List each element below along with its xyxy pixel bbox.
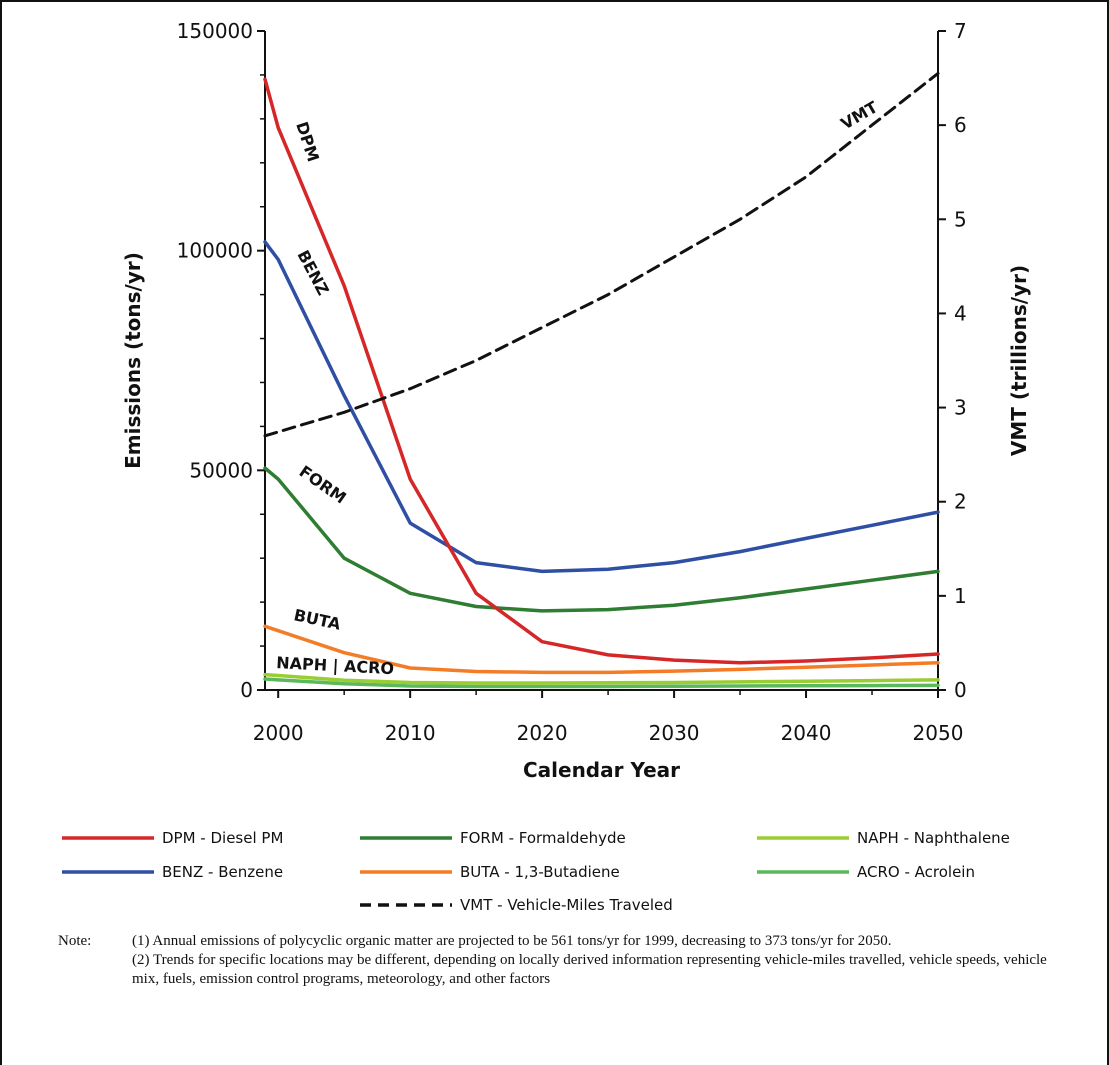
series-layer xyxy=(263,71,940,689)
y-axis-title: Emissions (tons/yr) xyxy=(121,252,145,469)
emissions-chart: 0 50000 100000 150000 0 1 2 3 4 5 6 7 2000 2010 2020 20… xyxy=(62,19,1031,914)
series-line-vmt xyxy=(263,71,940,438)
series-line-buta xyxy=(263,624,940,675)
series-label-dpm: DPM xyxy=(292,119,323,164)
x-tick-label: 2040 xyxy=(781,721,832,745)
y2-tick-label: 7 xyxy=(954,19,967,43)
legend-label: DPM - Diesel PM xyxy=(162,829,283,847)
legend-label: NAPH - Naphthalene xyxy=(857,829,1010,847)
series-line-benz xyxy=(263,240,940,574)
legend-label: FORM - Formaldehyde xyxy=(460,829,626,847)
series-line-dpm xyxy=(263,77,940,665)
series-label-buta: BUTA xyxy=(292,605,343,634)
y2-tick-label: 5 xyxy=(954,207,967,231)
series-label-benz: BENZ xyxy=(293,247,332,298)
x-tick-label: 2020 xyxy=(517,721,568,745)
x-tick-label: 2010 xyxy=(385,721,436,745)
series-label-form: FORM xyxy=(296,462,350,508)
y2-tick-label: 4 xyxy=(954,301,967,325)
series-label-vmt: VMT xyxy=(838,97,882,133)
y-tick-label: 0 xyxy=(240,678,253,702)
series-line-form xyxy=(263,466,940,613)
y2-tick-label: 1 xyxy=(954,584,967,608)
series-line-naph xyxy=(263,672,940,685)
y-tick-label: 50000 xyxy=(189,458,253,482)
x-tick-label: 2050 xyxy=(913,721,964,745)
y-tick-label: 100000 xyxy=(177,239,253,263)
y2-axis-title: VMT (trillions/yr) xyxy=(1007,265,1031,456)
y2-tick-label: 2 xyxy=(954,490,967,514)
x-tick-label: 2030 xyxy=(649,721,700,745)
note-1: (1) Annual emissions of polycyclic organ… xyxy=(132,933,892,949)
axes: 0 50000 100000 150000 0 1 2 3 4 5 6 7 2000 2010 2020 20… xyxy=(121,19,1031,782)
series-line-acro xyxy=(263,677,940,689)
legend-label: BENZ - Benzene xyxy=(162,863,283,881)
note-label: Note: xyxy=(58,933,92,949)
y2-tick-label: 3 xyxy=(954,396,967,420)
notes: Note: (1) Annual emissions of polycyclic… xyxy=(58,932,1058,989)
legend-label: ACRO - Acrolein xyxy=(857,863,975,881)
y-tick-label: 150000 xyxy=(177,19,253,43)
x-tick-label: 2000 xyxy=(253,721,304,745)
legend-label: VMT - Vehicle-Miles Traveled xyxy=(460,896,673,914)
y2-tick-label: 0 xyxy=(954,678,967,702)
note-2: (2) Trends for specific locations may be… xyxy=(132,952,1047,987)
y2-tick-label: 6 xyxy=(954,113,967,137)
x-axis-title: Calendar Year xyxy=(523,758,680,782)
legend: DPM - Diesel PM FORM - Formaldehyde NAPH -… xyxy=(62,829,1010,914)
legend-label: BUTA - 1,3-Butadiene xyxy=(460,863,620,881)
